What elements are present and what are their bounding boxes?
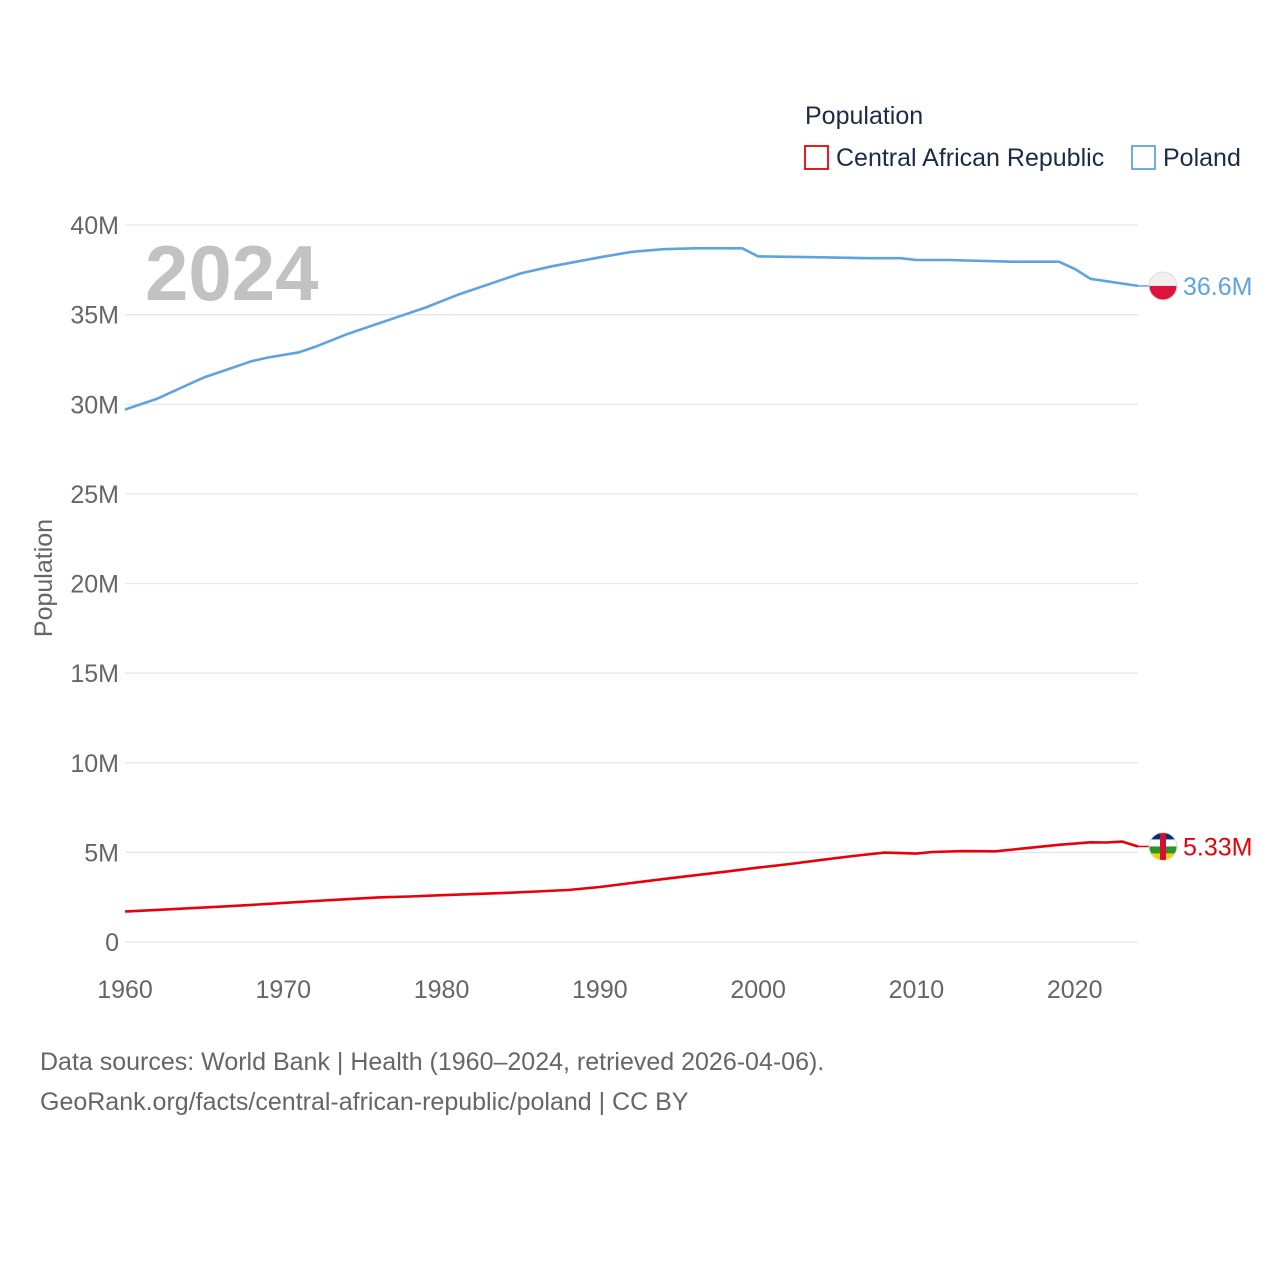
chart-footer: Data sources: World Bank | Health (1960–… [40,1042,824,1122]
x-tick-label: 2000 [730,976,786,1004]
x-tick-label: 1960 [97,976,153,1004]
legend-label: Central African Republic [836,144,1104,172]
x-tick-label: 2020 [1047,976,1103,1004]
data-source-note: Data sources: World Bank | Health (1960–… [40,1048,825,1076]
y-tick-label: 40M [70,212,119,240]
central-african-republic-flag-icon [1148,831,1178,861]
end-value-label: 36.6M [1183,273,1252,301]
y-tick-label: 10M [70,750,119,778]
series-line [124,840,1139,913]
y-tick-label: 35M [70,302,119,330]
series-line [124,247,1139,411]
y-tick-label: 5M [84,839,119,867]
x-tick-label: 1980 [414,976,470,1004]
x-tick-label: 1990 [572,976,628,1004]
x-tick-label: 2010 [889,976,945,1004]
x-tick-label: 1970 [255,976,311,1004]
source-link[interactable]: GeoRank.org/facts/central-african-republ… [40,1088,689,1116]
legend-title: Population [805,102,923,130]
y-tick-label: 15M [70,660,119,688]
y-tick-label: 0 [105,929,119,957]
y-axis-title: Population [30,519,58,637]
legend-swatch [1131,145,1156,170]
y-tick-label: 25M [70,481,119,509]
legend-label: Poland [1163,144,1241,172]
y-tick-label: 20M [70,571,119,599]
population-line-chart: 0 5M 10M 15M 20M 25M 30M 35M 40M 1960 1970 1980 1990… [30,102,1252,1004]
end-value-label: 5.33M [1183,833,1252,861]
poland-flag-icon [1148,271,1178,301]
legend-swatch [804,145,829,170]
year-overlay: 2024 [145,229,319,317]
y-tick-label: 30M [70,391,119,419]
